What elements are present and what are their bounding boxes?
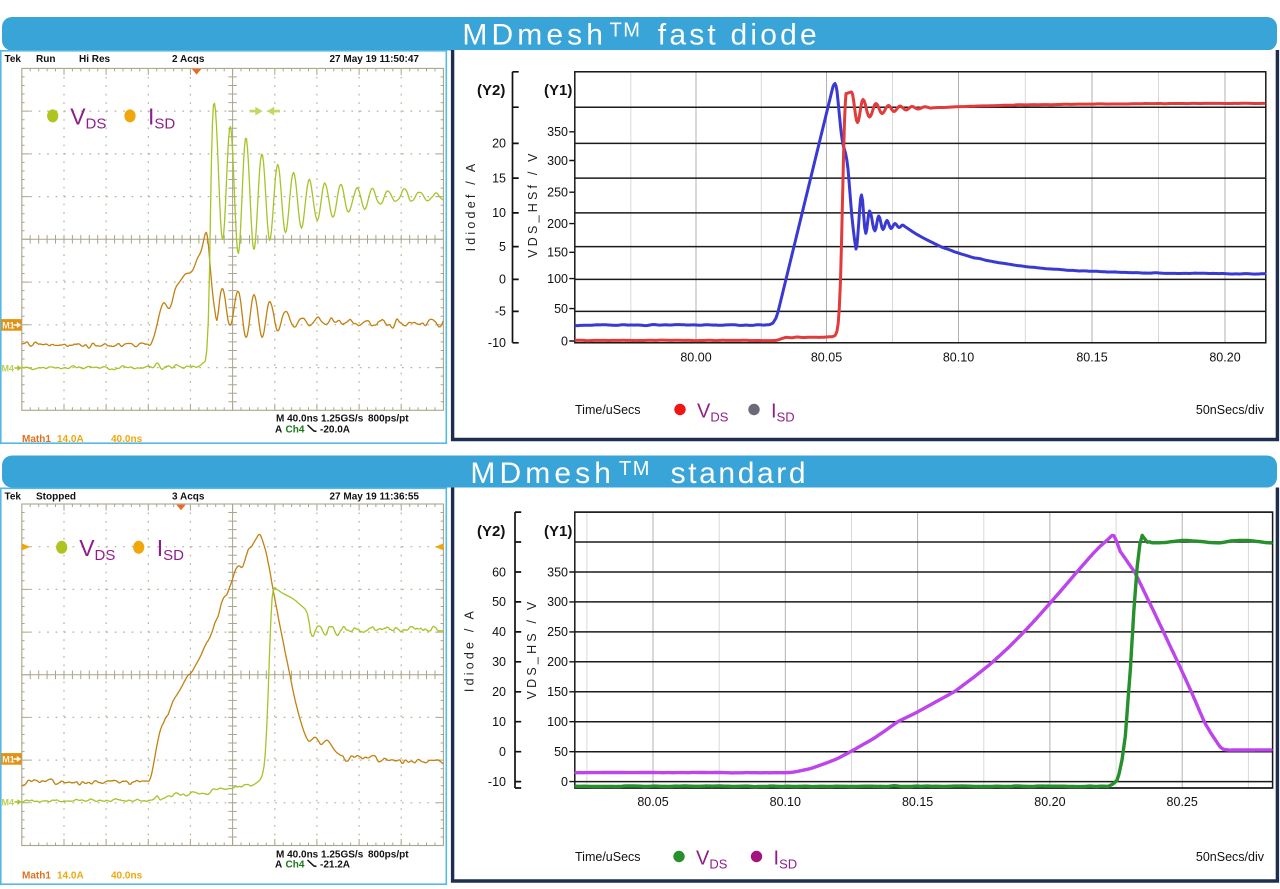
svg-text:27 May 19 11:50:47: 27 May 19 11:50:47 bbox=[329, 54, 419, 65]
svg-text:800ps/pt: 800ps/pt bbox=[368, 850, 409, 861]
svg-text:27 May 19 11:36:55: 27 May 19 11:36:55 bbox=[329, 492, 419, 503]
svg-text:350: 350 bbox=[547, 565, 568, 579]
svg-text:A: A bbox=[275, 425, 282, 436]
svg-text:M1: M1 bbox=[2, 320, 15, 330]
svg-text:-10: -10 bbox=[488, 336, 506, 350]
svg-text:Ch4: Ch4 bbox=[286, 860, 305, 871]
svg-text:fast diode: fast diode bbox=[658, 18, 820, 51]
svg-text:Time/uSecs: Time/uSecs bbox=[575, 850, 641, 864]
svg-text:20: 20 bbox=[492, 137, 506, 151]
svg-text:50: 50 bbox=[492, 595, 506, 609]
svg-text:Tek: Tek bbox=[5, 492, 22, 503]
svg-text:80.10: 80.10 bbox=[770, 795, 801, 809]
svg-text:Ch4: Ch4 bbox=[286, 425, 305, 436]
svg-text:150: 150 bbox=[547, 246, 568, 260]
svg-text:14.0A: 14.0A bbox=[57, 434, 84, 445]
svg-text:50nSecs/div: 50nSecs/div bbox=[1196, 850, 1265, 864]
svg-text:80.15: 80.15 bbox=[1076, 351, 1107, 365]
svg-text:250: 250 bbox=[547, 625, 568, 639]
svg-text:Tek: Tek bbox=[5, 54, 22, 65]
svg-text:Time/uSecs: Time/uSecs bbox=[575, 403, 641, 417]
svg-text:50: 50 bbox=[554, 745, 568, 759]
svg-text:40.0ns: 40.0ns bbox=[111, 871, 143, 882]
svg-text:350: 350 bbox=[547, 125, 568, 139]
svg-text:250: 250 bbox=[547, 186, 568, 200]
svg-text:standard: standard bbox=[671, 457, 809, 490]
svg-text:A: A bbox=[275, 860, 282, 871]
svg-text:(Y1): (Y1) bbox=[544, 82, 572, 99]
svg-text:20: 20 bbox=[492, 685, 506, 699]
svg-text:Math1: Math1 bbox=[22, 871, 51, 882]
svg-text:150: 150 bbox=[547, 685, 568, 699]
svg-text:VDS: VDS bbox=[79, 535, 115, 564]
svg-text:Run: Run bbox=[36, 54, 55, 65]
svg-text:-20.0A: -20.0A bbox=[320, 425, 350, 436]
svg-text:300: 300 bbox=[547, 595, 568, 609]
svg-text:200: 200 bbox=[547, 655, 568, 669]
svg-text:0: 0 bbox=[499, 745, 506, 759]
svg-text:Idiodef / A: Idiodef / A bbox=[464, 161, 478, 252]
svg-text:(Y2): (Y2) bbox=[477, 82, 505, 99]
svg-text:30: 30 bbox=[492, 655, 506, 669]
svg-text:80.20: 80.20 bbox=[1034, 795, 1065, 809]
svg-text:15: 15 bbox=[492, 171, 506, 185]
svg-text:80.00: 80.00 bbox=[680, 351, 711, 365]
svg-text:M4: M4 bbox=[2, 364, 15, 374]
svg-text:0: 0 bbox=[499, 273, 506, 287]
svg-text:Math1: Math1 bbox=[22, 434, 51, 445]
svg-text:-5: -5 bbox=[495, 305, 506, 319]
svg-text:50nSecs/div: 50nSecs/div bbox=[1196, 403, 1265, 417]
svg-text:MDmesh: MDmesh bbox=[470, 457, 615, 490]
svg-text:M1: M1 bbox=[2, 754, 15, 764]
svg-text:3 Acqs: 3 Acqs bbox=[172, 492, 205, 503]
svg-text:80.20: 80.20 bbox=[1209, 351, 1240, 365]
svg-text:M 40.0ns 1.25GS/s: M 40.0ns 1.25GS/s bbox=[276, 414, 364, 425]
svg-text:M 40.0ns 1.25GS/s: M 40.0ns 1.25GS/s bbox=[276, 850, 364, 861]
svg-text:40: 40 bbox=[492, 625, 506, 639]
svg-text:10: 10 bbox=[492, 715, 506, 729]
svg-text:300: 300 bbox=[547, 154, 568, 168]
svg-text:Idiode / A: Idiode / A bbox=[463, 608, 477, 692]
svg-text:80.10: 80.10 bbox=[943, 351, 974, 365]
svg-text:80.25: 80.25 bbox=[1167, 795, 1198, 809]
svg-text:80.05: 80.05 bbox=[637, 795, 668, 809]
svg-text:MDmesh: MDmesh bbox=[462, 18, 607, 51]
svg-text:-21.2A: -21.2A bbox=[320, 860, 350, 871]
svg-text:5: 5 bbox=[499, 240, 506, 254]
svg-text:50: 50 bbox=[554, 302, 568, 316]
svg-text:(Y1): (Y1) bbox=[544, 523, 572, 540]
svg-text:100: 100 bbox=[547, 272, 568, 286]
svg-text:0: 0 bbox=[561, 334, 568, 348]
svg-text:TM: TM bbox=[610, 20, 642, 42]
svg-text:14.0A: 14.0A bbox=[57, 871, 84, 882]
svg-text:(Y2): (Y2) bbox=[477, 523, 505, 540]
svg-text:VDS: VDS bbox=[697, 401, 729, 425]
svg-text:Stopped: Stopped bbox=[36, 492, 76, 503]
svg-text:800ps/pt: 800ps/pt bbox=[368, 414, 409, 425]
svg-text:100: 100 bbox=[547, 715, 568, 729]
svg-text:M4: M4 bbox=[2, 798, 15, 808]
svg-text:VDS_HSf / V: VDS_HSf / V bbox=[526, 150, 540, 257]
svg-text:10: 10 bbox=[492, 206, 506, 220]
svg-text:0: 0 bbox=[561, 775, 568, 789]
svg-text:Hi Res: Hi Res bbox=[79, 54, 111, 65]
svg-text:80.15: 80.15 bbox=[902, 795, 933, 809]
svg-text:-10: -10 bbox=[488, 775, 506, 789]
svg-text:80.05: 80.05 bbox=[811, 351, 842, 365]
svg-text:200: 200 bbox=[547, 217, 568, 231]
svg-text:2 Acqs: 2 Acqs bbox=[172, 54, 205, 65]
svg-text:60: 60 bbox=[492, 565, 506, 579]
svg-text:VDS_HS / V: VDS_HS / V bbox=[525, 599, 539, 700]
svg-text:40.0ns: 40.0ns bbox=[111, 434, 143, 445]
svg-text:TM: TM bbox=[619, 458, 651, 480]
